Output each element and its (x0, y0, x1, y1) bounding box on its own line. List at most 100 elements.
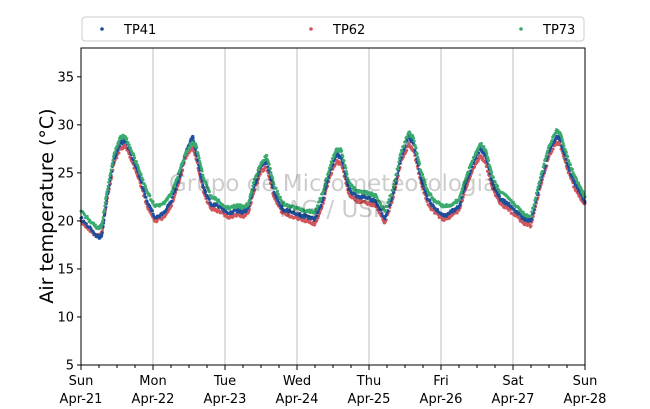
interp-point (199, 165, 203, 169)
interp-point (262, 168, 266, 172)
legend-marker-TP73 (519, 27, 523, 31)
interp-point (176, 176, 180, 180)
y-tick-label: 20 (57, 214, 74, 229)
interp-point (479, 141, 483, 145)
interp-point (207, 197, 211, 201)
interp-point (471, 159, 475, 163)
x-tick-label-date: Apr-28 (564, 392, 607, 407)
interp-point (379, 208, 383, 212)
interp-point (560, 137, 564, 141)
interp-point (392, 182, 396, 186)
interp-point (477, 151, 481, 155)
interp-point (468, 172, 472, 176)
interp-point (325, 176, 329, 180)
interp-point (389, 193, 393, 197)
interp-point (564, 150, 568, 154)
interp-point (116, 142, 120, 146)
interp-point (109, 168, 113, 172)
interp-point (543, 157, 547, 161)
interp-point (330, 161, 334, 165)
legend-label-TP41: TP41 (123, 23, 156, 38)
interp-point (251, 184, 255, 188)
interp-point (179, 166, 183, 170)
interp-point (461, 186, 465, 190)
interp-point (276, 192, 280, 196)
interp-point (207, 190, 211, 194)
interp-point (481, 156, 485, 160)
interp-point (202, 177, 206, 181)
interp-point (470, 165, 474, 169)
interp-point (103, 204, 107, 208)
interp-point (262, 158, 266, 162)
interp-point (188, 146, 192, 150)
interp-point (280, 205, 284, 209)
data-point (265, 154, 269, 158)
interp-point (375, 195, 379, 199)
data-point (105, 190, 109, 194)
interp-point (134, 160, 138, 164)
interp-point (103, 201, 107, 205)
interp-point (144, 195, 148, 199)
data-point (340, 149, 344, 153)
interp-point (474, 151, 478, 155)
interp-point (102, 208, 106, 212)
interp-point (276, 189, 280, 193)
interp-point (250, 187, 254, 191)
interp-point (170, 199, 174, 203)
interp-point (491, 175, 495, 179)
interp-point (348, 187, 352, 191)
watermark-line-1: Grupo de Micrometeorologia (169, 171, 497, 197)
interp-point (490, 171, 494, 175)
interp-point (429, 193, 433, 197)
interp-point (346, 178, 350, 182)
interp-point (487, 159, 491, 163)
interp-point (111, 158, 115, 162)
interp-point (379, 201, 383, 205)
interp-point (569, 163, 573, 167)
interp-point (139, 173, 143, 177)
interp-point (459, 200, 463, 204)
interp-point (415, 152, 419, 156)
interp-point (534, 191, 538, 195)
interp-point (110, 162, 114, 166)
interp-point (321, 196, 325, 200)
interp-point (344, 170, 348, 174)
interp-point (508, 208, 512, 212)
interp-point (255, 172, 259, 176)
interp-point (323, 182, 327, 186)
interp-point (400, 149, 404, 153)
interp-point (278, 195, 282, 199)
x-tick-label-day: Thu (356, 374, 381, 389)
interp-point (423, 180, 427, 184)
interp-point (142, 189, 146, 193)
interp-point (106, 184, 110, 188)
interp-point (396, 167, 400, 171)
y-tick-label: 35 (57, 70, 74, 85)
interp-point (396, 164, 400, 168)
interp-point (316, 204, 320, 208)
watermark: Grupo de Micrometeorologia IAG / USP (169, 171, 497, 223)
interp-point (258, 164, 262, 168)
interp-point (197, 154, 201, 158)
x-tick-label-date: Apr-24 (276, 392, 319, 407)
interp-point (315, 214, 319, 218)
interp-point (346, 184, 350, 188)
interp-point (316, 210, 320, 214)
data-point (145, 200, 149, 204)
interp-point (269, 171, 273, 175)
x-tick-label-date: Apr-25 (348, 392, 391, 407)
interp-point (151, 209, 155, 213)
interp-point (142, 182, 146, 186)
interp-point (530, 217, 534, 221)
interp-point (109, 171, 113, 175)
interp-point (473, 155, 477, 159)
interp-point (418, 162, 422, 166)
interp-point (570, 167, 574, 171)
interp-point (544, 154, 548, 158)
interp-point (536, 185, 540, 189)
interp-point (575, 178, 579, 182)
interp-point (101, 219, 105, 223)
interp-point (133, 156, 137, 160)
interp-point (99, 225, 103, 229)
interp-point (380, 211, 384, 215)
